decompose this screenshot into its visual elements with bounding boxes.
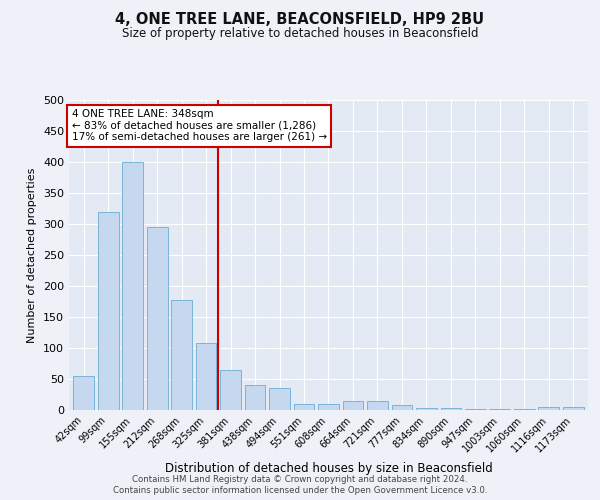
Bar (416, 408, 437, 410)
Bar (367, 400, 388, 410)
Bar (293, 404, 314, 410)
Bar (538, 407, 559, 410)
Bar (490, 409, 510, 410)
Bar (196, 343, 217, 410)
Text: Size of property relative to detached houses in Beaconsfield: Size of property relative to detached ho… (122, 28, 478, 40)
X-axis label: Distribution of detached houses by size in Beaconsfield: Distribution of detached houses by size … (164, 462, 493, 475)
Bar (147, 227, 167, 410)
Bar (343, 400, 364, 410)
Bar (269, 388, 290, 410)
Y-axis label: Number of detached properties: Number of detached properties (28, 168, 37, 342)
Bar (171, 300, 192, 410)
Text: 4 ONE TREE LANE: 348sqm
← 83% of detached houses are smaller (1,286)
17% of semi: 4 ONE TREE LANE: 348sqm ← 83% of detache… (71, 110, 327, 142)
Bar (98, 212, 119, 410)
Bar (73, 376, 94, 410)
Text: Contains HM Land Registry data © Crown copyright and database right 2024.: Contains HM Land Registry data © Crown c… (132, 475, 468, 484)
Bar (440, 408, 461, 410)
Bar (563, 407, 584, 410)
Bar (514, 409, 535, 410)
Text: 4, ONE TREE LANE, BEACONSFIELD, HP9 2BU: 4, ONE TREE LANE, BEACONSFIELD, HP9 2BU (115, 12, 485, 28)
Text: Contains public sector information licensed under the Open Government Licence v3: Contains public sector information licen… (113, 486, 487, 495)
Bar (220, 370, 241, 410)
Bar (392, 405, 412, 410)
Bar (318, 404, 339, 410)
Bar (122, 162, 143, 410)
Bar (245, 385, 265, 410)
Bar (465, 409, 486, 410)
